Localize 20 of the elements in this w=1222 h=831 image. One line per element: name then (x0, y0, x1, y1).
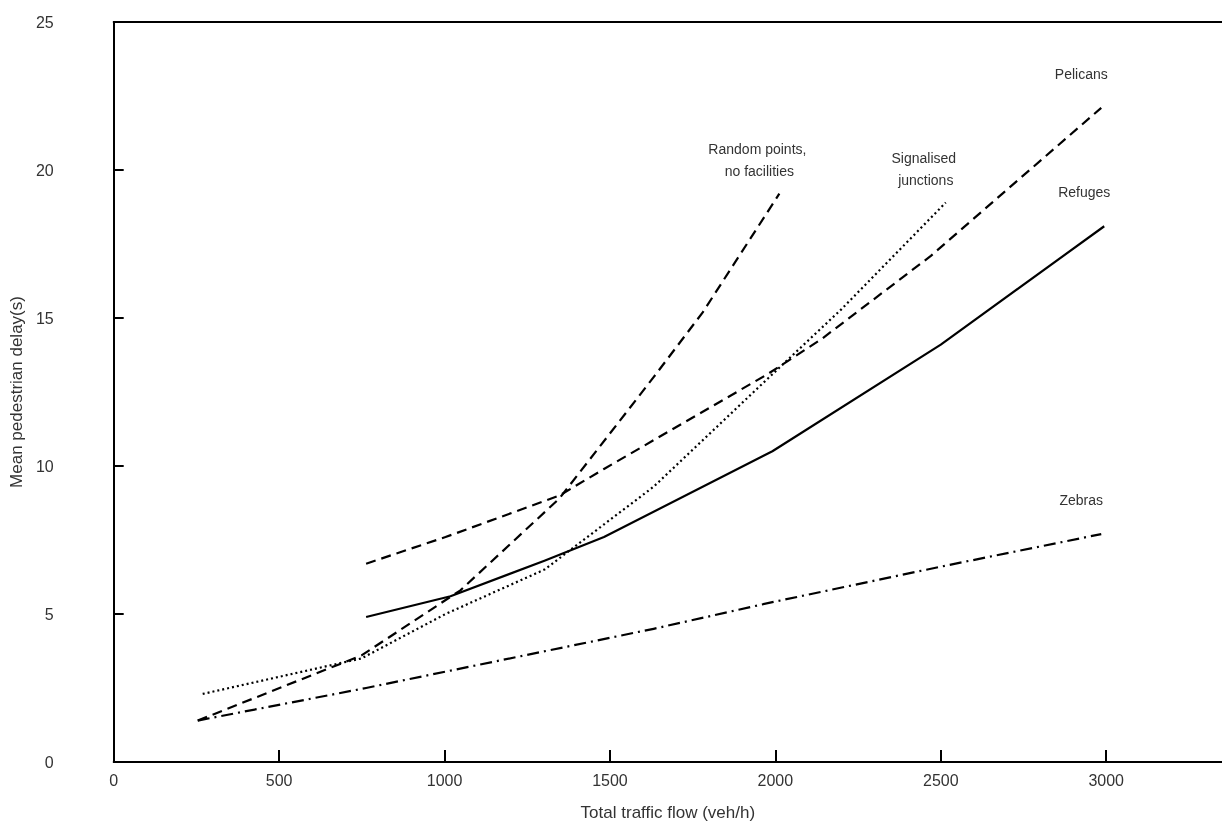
y-tick-label: 10 (35, 457, 54, 475)
series-label: Signalised junctions (891, 149, 960, 188)
x-axis-title: Total traffic flow (veh/h) (580, 803, 756, 822)
x-tick-label: 2000 (757, 771, 794, 789)
x-tick-label: 2500 (922, 771, 959, 789)
y-tick-label: 25 (35, 13, 54, 31)
y-axis-title: Mean pedestrian delay(s) (7, 296, 26, 488)
x-tick-label: 3000 (1088, 771, 1125, 789)
x-tick-label: 0 (109, 771, 119, 789)
y-tick-label: 5 (44, 605, 54, 623)
y-tick-label: 0 (44, 753, 54, 771)
y-tick-label: 20 (35, 161, 54, 179)
series-label: Pelicans (1054, 65, 1108, 82)
text: Random points, no facilities (708, 140, 811, 179)
x-tick-label: 1000 (426, 771, 463, 789)
x-tick-label: 500 (265, 771, 293, 789)
x-tick-label: 1500 (592, 771, 628, 789)
y-tick-label: 15 (35, 309, 54, 327)
series-label: Refuges (1058, 184, 1111, 201)
series-label: Zebras (1059, 492, 1104, 509)
